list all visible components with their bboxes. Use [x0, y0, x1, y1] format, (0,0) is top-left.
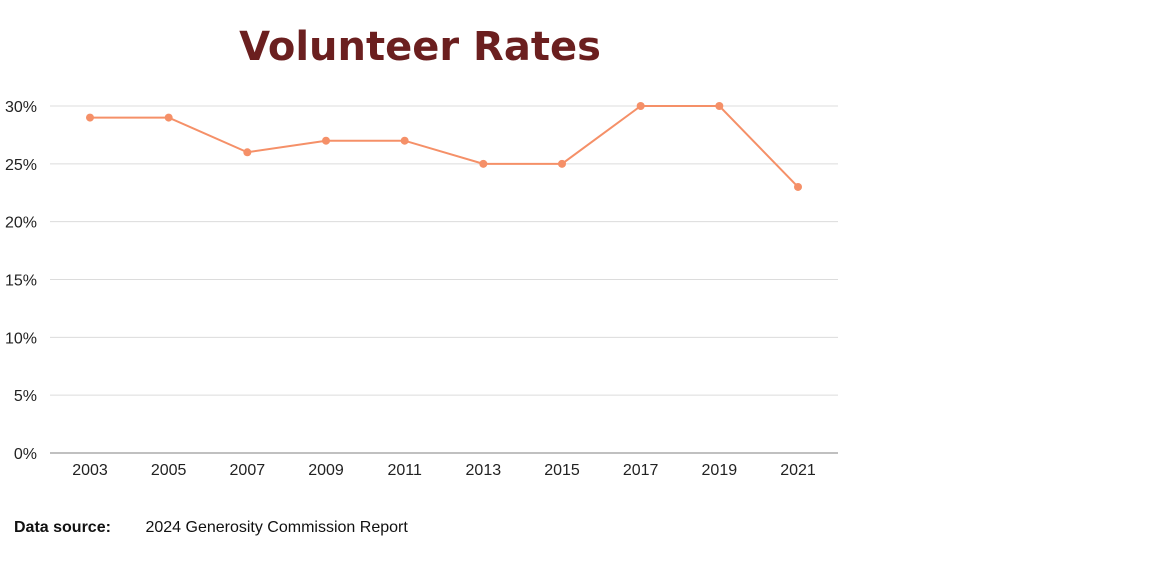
data-source-label: Data source:: [14, 519, 111, 536]
data-point: [164, 113, 173, 122]
series-group: [86, 102, 802, 191]
y-tick-label: 5%: [14, 388, 37, 405]
x-tick-label: 2013: [466, 462, 502, 479]
series-line: [90, 105, 799, 188]
x-tick-label: 2005: [151, 462, 187, 479]
y-tick-label: 25%: [5, 157, 37, 174]
gridlines: [50, 105, 838, 396]
x-tick-label: 2019: [702, 462, 738, 479]
x-axis-ticks: 2003 2005 2007 2009 2011 2013 2015 2017 2019 2021: [72, 462, 816, 479]
y-tick-label: 0%: [14, 446, 37, 463]
data-point: [636, 102, 645, 110]
x-tick-label: 2021: [780, 462, 816, 479]
y-axis-ticks: 0% 5% 10% 15% 20% 25% 30%: [5, 99, 37, 463]
data-point: [794, 182, 802, 191]
y-tick-label: 30%: [5, 99, 37, 116]
data-point: [479, 159, 488, 168]
x-tick-label: 2011: [387, 462, 422, 479]
x-tick-label: 2015: [544, 462, 580, 479]
line-chart: Volunteer Rates 0% 5% 10% 15% 20% 25% 30% 2003…: [5, 24, 838, 479]
data-point: [86, 113, 94, 122]
x-tick-label: 2007: [230, 462, 266, 479]
data-source-text: 2024 Generosity Commission Report: [145, 519, 408, 536]
x-tick-label: 2017: [623, 462, 659, 479]
x-tick-label: 2003: [72, 462, 108, 479]
chart-title: Volunteer Rates: [239, 24, 601, 70]
data-point: [715, 102, 724, 110]
data-point: [558, 159, 566, 168]
data-source-note: Data source: 2024 Generosity Commission …: [14, 519, 408, 537]
x-tick-label: 2009: [308, 462, 344, 479]
data-point: [400, 136, 409, 145]
data-point: [243, 148, 252, 157]
data-point: [322, 136, 330, 145]
y-tick-label: 15%: [5, 273, 37, 290]
y-tick-label: 10%: [5, 330, 37, 347]
y-tick-label: 20%: [5, 215, 37, 232]
